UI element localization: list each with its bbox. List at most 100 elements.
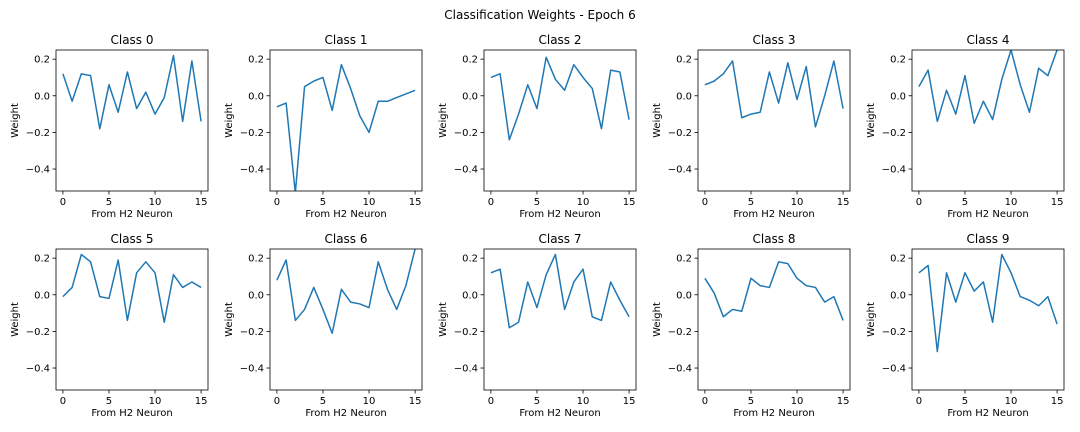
x-tick-label: 5 xyxy=(962,396,968,407)
y-tick-label: −0.4 xyxy=(454,165,478,176)
x-tick-label: 15 xyxy=(623,197,636,208)
y-tick-label: −0.2 xyxy=(668,128,692,139)
y-tick-label: 0.2 xyxy=(462,254,478,265)
axes-frame-1 xyxy=(269,49,423,192)
y-tick-label: −0.4 xyxy=(240,165,264,176)
x-tick-label: 0 xyxy=(916,197,922,208)
series-line-9 xyxy=(918,253,1058,353)
x-tick-label: 15 xyxy=(409,396,422,407)
x-axis-label: From H2 Neuron xyxy=(947,408,1028,419)
series-line-2 xyxy=(490,56,630,141)
y-tick-label: −0.4 xyxy=(882,165,906,176)
y-axis-label: Weight xyxy=(652,103,663,138)
y-tick-label: 0.0 xyxy=(34,290,50,301)
y-tick-label: −0.4 xyxy=(454,364,478,375)
y-tick-label: 0.0 xyxy=(676,91,692,102)
x-axis-label: From H2 Neuron xyxy=(91,209,172,220)
y-axis-label: Weight xyxy=(10,103,21,138)
y-tick-label: 0.2 xyxy=(462,55,478,66)
y-tick-label: −0.2 xyxy=(240,327,264,338)
x-tick-label: 0 xyxy=(702,396,708,407)
y-tick-label: −0.2 xyxy=(882,327,906,338)
y-tick-label: 0.2 xyxy=(676,254,692,265)
y-tick-label: −0.2 xyxy=(454,327,478,338)
x-tick-label: 5 xyxy=(106,197,112,208)
series-line-7 xyxy=(490,253,630,329)
subplot-title: Class 1 xyxy=(324,33,367,47)
y-tick-label: −0.2 xyxy=(26,128,50,139)
x-tick-label: 10 xyxy=(1005,396,1018,407)
y-tick-label: 0.2 xyxy=(676,55,692,66)
subplot-title: Class 5 xyxy=(110,232,153,246)
y-axis-label: Weight xyxy=(652,302,663,337)
x-axis-label: From H2 Neuron xyxy=(733,408,814,419)
x-tick-label: 5 xyxy=(320,396,326,407)
y-tick-label: 0.2 xyxy=(34,254,50,265)
axes-frame-9 xyxy=(911,248,1065,391)
y-tick-label: 0.0 xyxy=(890,91,906,102)
x-tick-label: 5 xyxy=(962,197,968,208)
y-tick-label: 0.0 xyxy=(34,91,50,102)
x-tick-label: 0 xyxy=(60,197,66,208)
subplot-6: 0.2 0.0 −0.2 −0.4 0 5 10 15 Class 6 From H2 Neuro… xyxy=(224,232,423,419)
series-line-5 xyxy=(62,253,202,323)
x-tick-label: 0 xyxy=(488,396,494,407)
y-axis-label: Weight xyxy=(866,103,877,138)
axes-frame-7 xyxy=(483,248,637,391)
subplot-3: 0.2 0.0 −0.2 −0.4 0 5 10 15 Class 3 From H2 Neuro… xyxy=(652,33,851,220)
y-tick-label: 0.0 xyxy=(462,290,478,301)
subplot-5: 0.2 0.0 −0.2 −0.4 0 5 10 15 Class 5 From H2 Neuro… xyxy=(10,232,209,419)
y-axis-label: Weight xyxy=(10,302,21,337)
x-tick-label: 5 xyxy=(534,197,540,208)
subplot-0: 0.2 0.0 −0.2 −0.4 0 5 10 15 Class 0 From H2 Neuro… xyxy=(10,33,209,220)
axes-frame-8 xyxy=(697,248,851,391)
x-tick-label: 10 xyxy=(1005,197,1018,208)
x-axis-label: From H2 Neuron xyxy=(947,209,1028,220)
figure-title: Classification Weights - Epoch 6 xyxy=(444,8,635,22)
y-tick-label: 0.2 xyxy=(34,55,50,66)
x-axis-label: From H2 Neuron xyxy=(733,209,814,220)
x-tick-label: 5 xyxy=(106,396,112,407)
series-line-3 xyxy=(704,60,844,128)
y-tick-label: −0.2 xyxy=(668,327,692,338)
y-tick-label: −0.4 xyxy=(668,364,692,375)
x-tick-label: 15 xyxy=(837,197,850,208)
axes-frame-3 xyxy=(697,49,851,192)
y-axis-label: Weight xyxy=(224,103,235,138)
y-tick-label: −0.4 xyxy=(240,364,264,375)
x-tick-label: 10 xyxy=(363,197,376,208)
subplot-2: 0.2 0.0 −0.2 −0.4 0 5 10 15 Class 2 From H2 Neuro… xyxy=(438,33,637,220)
subplot-8: 0.2 0.0 −0.2 −0.4 0 5 10 15 Class 8 From H2 Neuro… xyxy=(652,232,851,419)
series-line-4 xyxy=(918,50,1058,124)
y-axis-label: Weight xyxy=(224,302,235,337)
y-axis-label: Weight xyxy=(438,103,449,138)
x-tick-label: 10 xyxy=(577,396,590,407)
x-tick-label: 10 xyxy=(791,197,804,208)
series-line-1 xyxy=(276,63,416,191)
x-tick-label: 0 xyxy=(488,197,494,208)
subplot-title: Class 6 xyxy=(324,232,367,246)
x-tick-label: 5 xyxy=(534,396,540,407)
x-tick-label: 15 xyxy=(195,396,208,407)
subplot-title: Class 0 xyxy=(110,33,153,47)
y-tick-label: 0.0 xyxy=(248,290,264,301)
subplot-grid: 0.2 0.0 −0.2 −0.4 0 5 10 15 Class 0 From H2 Neuro… xyxy=(10,33,1065,419)
y-tick-label: 0.0 xyxy=(248,91,264,102)
x-tick-label: 15 xyxy=(409,197,422,208)
subplot-title: Class 7 xyxy=(538,232,581,246)
x-tick-label: 0 xyxy=(274,396,280,407)
y-tick-label: −0.4 xyxy=(26,165,50,176)
axes-frame-0 xyxy=(55,49,209,192)
series-line-0 xyxy=(62,54,202,130)
x-axis-label: From H2 Neuron xyxy=(305,209,386,220)
axes-frame-2 xyxy=(483,49,637,192)
x-axis-label: From H2 Neuron xyxy=(519,209,600,220)
x-tick-label: 10 xyxy=(149,197,162,208)
axes-frame-5 xyxy=(55,248,209,391)
series-line-8 xyxy=(704,261,844,321)
subplot-1: 0.2 0.0 −0.2 −0.4 0 5 10 15 Class 1 From H2 Neuro… xyxy=(224,33,423,220)
x-tick-label: 15 xyxy=(1051,396,1064,407)
y-tick-label: −0.2 xyxy=(882,128,906,139)
y-tick-label: −0.2 xyxy=(26,327,50,338)
subplot-title: Class 3 xyxy=(752,33,795,47)
